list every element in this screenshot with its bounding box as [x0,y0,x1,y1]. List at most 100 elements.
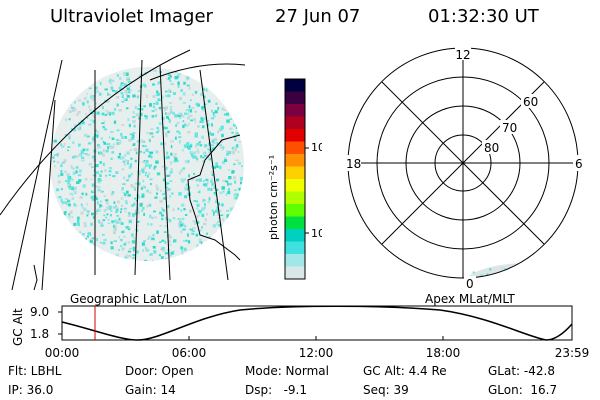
speckle [106,201,109,205]
speckle [90,119,93,122]
speckle [63,142,66,146]
speckle [137,224,139,227]
speckle [63,212,67,216]
speckle [216,178,220,182]
speckle [114,90,118,93]
speckle [233,206,236,209]
speckle [127,81,132,83]
speckle [122,247,125,250]
speckle [103,195,106,198]
speckle [221,149,224,151]
speckle [120,82,124,84]
speckle [170,161,173,165]
speckle [121,88,124,91]
speckle [54,165,56,168]
speckle [148,164,152,167]
polar-speckle [516,279,518,281]
speckle [127,194,131,197]
speckle [180,246,184,250]
apex-label: Apex MLat/MLT [425,292,515,306]
speckle [202,160,205,163]
speckle [102,153,105,157]
speckle [182,120,185,123]
speckle [101,234,105,236]
speckle [187,76,190,80]
speckle [118,86,122,90]
speckle [52,156,55,159]
speckle [76,181,80,184]
speckle [115,204,117,207]
speckle [97,131,99,134]
speckle [138,182,141,186]
speckle [71,155,76,159]
speckle [97,201,99,205]
speckle [182,102,187,104]
polar-speckle [528,270,531,273]
speckle [71,197,75,200]
polar-speckle [535,287,537,289]
speckle [218,202,220,206]
speckle [89,95,94,99]
speckle [68,110,72,113]
speckle [165,156,169,160]
speckle [181,252,184,255]
speckle [221,161,226,165]
speckle [175,124,178,127]
speckle [206,180,209,185]
polar-speckle [495,286,497,288]
speckle [166,182,170,185]
speckle [193,200,197,202]
speckle [201,241,203,245]
speckle [134,187,136,191]
speckle [170,252,174,255]
speckle [96,111,100,115]
speckle [229,118,233,120]
speckle [122,160,126,163]
speckle [179,217,182,221]
info-door: Door: Open [125,364,194,378]
speckle [163,231,167,233]
speckle [240,181,244,185]
speckle [160,207,164,209]
speckle [198,238,203,242]
speckle [174,114,178,118]
speckle [122,191,126,194]
speckle [141,145,144,148]
speckle [153,105,155,109]
speckle [158,106,161,110]
speckle [215,222,219,226]
speckle [82,102,85,106]
speckle [142,185,145,188]
speckle [96,208,100,211]
speckle [115,171,119,174]
speckle [154,108,158,111]
speckle [132,237,136,240]
speckle [119,77,122,80]
colorbar-swatch [285,91,305,105]
xtick-2359: 23:59 [555,346,590,360]
speckle [152,95,156,98]
speckle [144,259,148,261]
speckle [207,187,211,191]
app-title: Ultraviolet Imager [50,6,213,27]
speckle [79,196,83,199]
speckle [173,153,177,156]
speckle [192,220,194,223]
speckle [197,103,200,107]
speckle [100,170,103,173]
speckle [137,220,140,223]
speckle [204,203,206,207]
speckle [141,209,144,212]
speckle [140,151,142,153]
speckle [127,212,131,215]
speckle [186,116,190,120]
speckle [206,213,208,216]
colorbar-swatch [285,104,305,117]
speckle [156,230,159,234]
speckle [203,95,206,98]
speckle [157,129,160,132]
speckle [173,156,176,159]
speckle [160,189,162,192]
speckle [101,122,105,124]
speckle [127,160,129,164]
